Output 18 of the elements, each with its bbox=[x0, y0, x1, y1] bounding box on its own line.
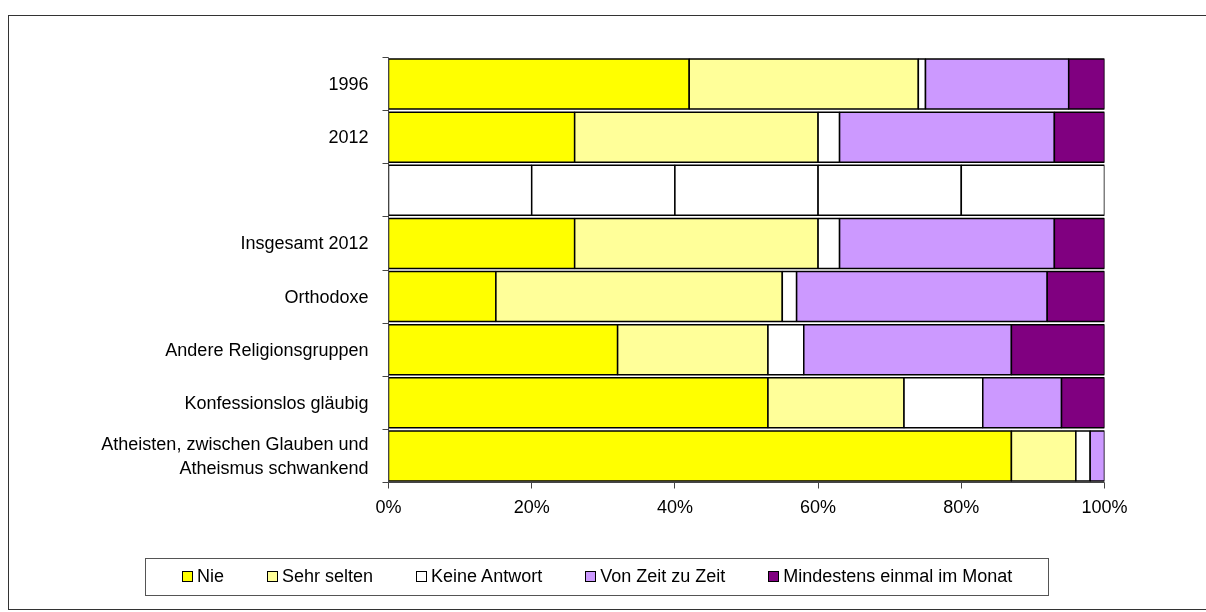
x-tick-label: 60% bbox=[800, 496, 837, 517]
y-tick-label: Orthodoxe bbox=[284, 286, 369, 307]
x-tick-label: 80% bbox=[943, 496, 980, 517]
y-tick-label: Andere Religionsgruppen bbox=[165, 339, 369, 360]
x-tick-label: 0% bbox=[375, 496, 402, 517]
x-tick-label: 20% bbox=[513, 496, 550, 517]
y-tick-label: Atheisten, zwischen Glauben und Atheismus schwankend bbox=[101, 433, 369, 478]
legend-label: Nie bbox=[197, 565, 225, 588]
legend-label: Mindestens einmal im Monat bbox=[783, 565, 1013, 588]
x-tick-label: 40% bbox=[656, 496, 693, 517]
legend-label: Von Zeit zu Zeit bbox=[600, 565, 726, 588]
y-tick-label: 1996 bbox=[328, 74, 369, 95]
x-tick-label: 100% bbox=[1081, 496, 1128, 517]
y-tick-label: Konfessionslos gläubig bbox=[184, 392, 369, 413]
y-tick-label: 2012 bbox=[328, 127, 369, 148]
y-tick-label: Insgesamt 2012 bbox=[240, 233, 369, 254]
legend-label: Sehr selten bbox=[282, 565, 374, 588]
legend-label: Keine Antwort bbox=[431, 565, 543, 588]
